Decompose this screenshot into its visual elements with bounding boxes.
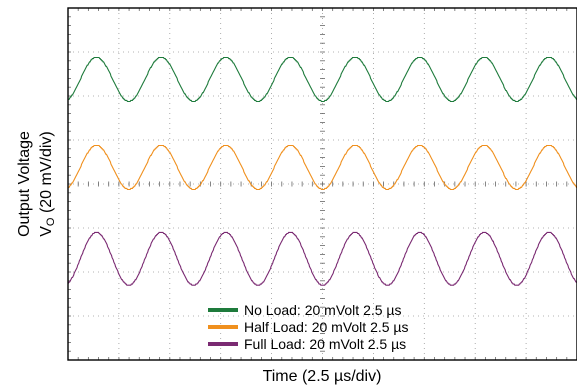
legend: No Load: 20 mVolt 2.5 µs Half Load: 20 m… — [208, 302, 409, 352]
legend-label-full-load: Full Load: 20 mVolt 2.5 µs — [244, 336, 406, 352]
trace-no-load — [68, 56, 577, 103]
legend-label-half-load: Half Load: 20 mVolt 2.5 µs — [244, 319, 409, 335]
trace-full-load — [68, 231, 577, 286]
traces — [68, 56, 577, 286]
y-axis-label-line1: Output Voltage — [16, 131, 33, 237]
trace-half-load — [68, 144, 577, 191]
y-axis-label-line2: VO (20 mV/div) — [38, 131, 57, 236]
plot-frame — [67, 7, 577, 361]
legend-label-no-load: No Load: 20 mVolt 2.5 µs — [244, 302, 402, 318]
x-axis-label: Time (2.5 µs/div) — [263, 368, 382, 385]
